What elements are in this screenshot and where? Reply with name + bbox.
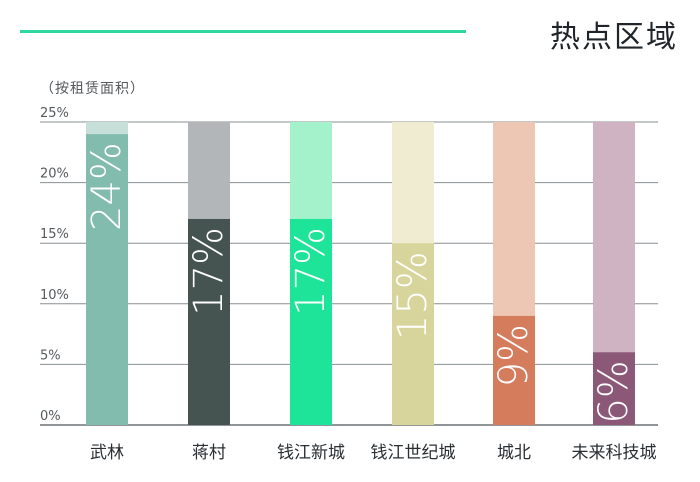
bar: [493, 315, 535, 425]
x-category-label: 钱江新城: [277, 443, 345, 463]
y-axis-unit-note: （按租赁面积）: [40, 81, 145, 97]
x-category-label: 蒋村: [192, 443, 226, 463]
bar: [392, 243, 434, 425]
bar: [593, 352, 635, 425]
bar: [86, 134, 128, 425]
bar: [290, 218, 332, 425]
y-tick-label: 10%: [40, 288, 69, 303]
bar-value-label: 17%: [186, 227, 232, 316]
bar: [188, 218, 230, 425]
x-category-label: 城北: [497, 443, 531, 463]
x-category-label: 钱江世纪城: [371, 443, 456, 463]
y-tick-label: 20%: [40, 167, 69, 182]
y-tick-label: 25%: [40, 106, 69, 121]
x-category-label: 武林: [90, 443, 124, 463]
bar-value-label: 24%: [84, 142, 130, 231]
top-accent-rule: [20, 30, 466, 33]
bar-value-label: 6%: [591, 360, 637, 423]
chart-title: 热点区域: [550, 20, 678, 55]
bar-value-label: 17%: [288, 227, 334, 316]
x-category-label: 未来科技城: [572, 443, 657, 463]
y-tick-label: 0%: [40, 409, 61, 424]
y-tick-label: 15%: [40, 227, 69, 242]
bar-value-label: 9%: [491, 324, 537, 387]
y-tick-label: 5%: [40, 348, 61, 363]
bar-value-label: 15%: [390, 251, 436, 340]
